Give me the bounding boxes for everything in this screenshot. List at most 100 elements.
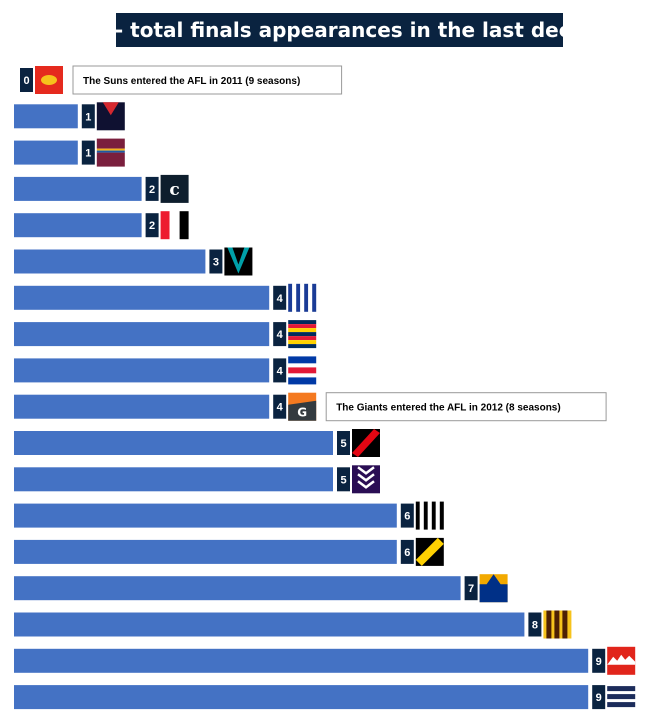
annotation-text: The Giants entered the AFL in 2012 (8 se…: [336, 403, 561, 414]
collingwood-icon-part: [435, 501, 440, 530]
value-badge: [273, 322, 287, 347]
value-badge: [592, 685, 606, 710]
annotation: The Suns entered the AFL in 2011 (9 seas…: [72, 65, 343, 95]
geelong-icon-part: [607, 702, 636, 708]
bar: [14, 249, 206, 274]
western-bulldogs-icon-part: [288, 367, 317, 374]
bar-row: 5: [14, 465, 380, 494]
bar: [14, 322, 270, 347]
north-melbourne-icon-part: [308, 283, 313, 312]
data-label: 2: [149, 220, 155, 232]
collingwood-icon-part: [419, 501, 424, 530]
adelaide-icon-part: [288, 340, 317, 345]
gws-giants-icon: G: [288, 392, 317, 421]
st-kilda-icon-part: [160, 211, 170, 240]
richmond-icon: [415, 537, 444, 566]
bar-row: 3: [14, 247, 253, 276]
gold-coast-suns-icon-part: [41, 75, 57, 85]
richmond-icon-part: [415, 537, 444, 566]
carlton-icon-part: c: [169, 180, 179, 200]
data-label: 3: [213, 257, 219, 269]
value-badge: [273, 394, 287, 419]
bar-row: 0: [20, 66, 63, 94]
chart-title: AFL - total finals appearances in the la…: [66, 13, 612, 47]
western-bulldogs-icon-part: [288, 373, 317, 378]
essendon-icon-part: [352, 429, 380, 457]
fremantle-icon-part: [357, 466, 375, 475]
bar-row: 1: [14, 138, 125, 167]
adelaide-icon-part: [288, 344, 317, 349]
data-label: 2: [149, 184, 155, 196]
carlton-icon: c: [160, 174, 189, 203]
bar: [14, 394, 270, 419]
western-bulldogs-icon-part: [288, 363, 317, 368]
geelong-icon-part: [607, 694, 636, 700]
bar: [14, 539, 397, 564]
data-label: 4: [277, 293, 284, 305]
bar-row: 4: [14, 356, 317, 385]
collingwood-icon-part: [423, 501, 428, 530]
fremantle-icon-part: [357, 473, 375, 482]
bar: [14, 140, 78, 165]
north-melbourne-icon-part: [300, 283, 305, 312]
bar: [14, 176, 142, 201]
brisbane-lions-icon-part: [96, 148, 125, 151]
adelaide-icon-part: [288, 328, 317, 333]
data-label: 1: [85, 111, 91, 123]
value-badge: [400, 539, 414, 564]
title-text: AFL - total finals appearances in the la…: [66, 18, 612, 42]
western-bulldogs-icon: [288, 356, 317, 385]
data-label: 6: [404, 547, 410, 559]
collingwood-icon-part: [431, 501, 436, 530]
north-melbourne-icon-part: [288, 283, 293, 312]
data-label: 5: [340, 438, 346, 450]
west-coast-icon: [479, 574, 508, 603]
value-badge: [145, 176, 159, 201]
value-badge: [81, 104, 95, 129]
port-adelaide-icon: [224, 247, 253, 276]
bar-row: 9: [14, 646, 636, 675]
bar-row: 9: [14, 683, 636, 712]
value-badge: [464, 576, 478, 601]
hawthorn-icon-part: [562, 610, 568, 639]
value-badge: [145, 213, 159, 238]
gws-giants-icon-part: G: [297, 406, 307, 420]
sydney-swans-icon-part: [607, 654, 636, 665]
collingwood-icon-part: [427, 501, 432, 530]
geelong-icon-part: [607, 686, 636, 692]
north-melbourne-icon-part: [296, 283, 301, 312]
west-coast-icon-part: [479, 574, 508, 603]
adelaide-icon-part: [288, 332, 317, 337]
brisbane-lions-icon: [96, 138, 125, 167]
data-label: 8: [532, 620, 538, 632]
bar: [14, 213, 142, 238]
bar-row: 6: [14, 501, 444, 530]
value-badge: [337, 431, 350, 455]
data-label: 6: [404, 511, 410, 523]
adelaide-icon-part: [288, 336, 317, 341]
value-badge: [337, 467, 350, 492]
value-badge: [273, 358, 287, 383]
gws-giants-icon-part: [288, 400, 317, 421]
bar-row: 5: [14, 429, 380, 457]
collingwood-icon-part: [415, 501, 420, 530]
brisbane-lions-icon-part: [96, 152, 125, 167]
value-badge: [592, 648, 606, 673]
carlton-icon-part: [160, 174, 189, 203]
adelaide-icon: [288, 320, 317, 349]
north-melbourne-icon-part: [312, 283, 317, 312]
data-label: 9: [596, 692, 602, 704]
title-background: [116, 13, 563, 47]
data-label: 7: [468, 583, 474, 595]
st-kilda-icon-part: [169, 211, 180, 240]
annotation-box: [72, 65, 343, 95]
data-label: 1: [85, 148, 91, 160]
collingwood-icon-part: [439, 501, 444, 530]
brisbane-lions-icon-part: [96, 150, 125, 153]
bar: [14, 358, 270, 383]
data-label: 4: [277, 329, 284, 341]
bar: [14, 685, 589, 710]
bar: [14, 503, 397, 528]
